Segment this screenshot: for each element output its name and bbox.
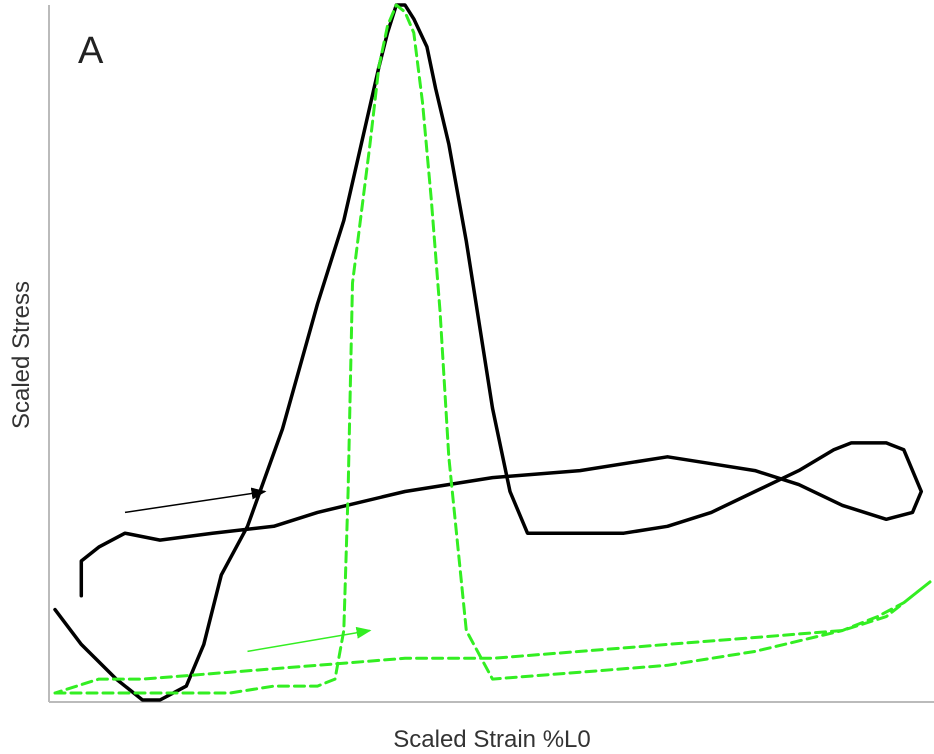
series-line-2 (53, 3, 932, 695)
y-axis-label: Scaled Stress (8, 280, 35, 430)
series-layer (53, 3, 932, 702)
series-line-1 (53, 3, 924, 702)
direction-arrow-2 (247, 626, 372, 653)
annotation-layer (124, 487, 372, 653)
direction-arrow-1 (124, 487, 267, 514)
panel-label: A (78, 30, 104, 72)
x-axis-label: Scaled Strain %L0 (393, 726, 591, 753)
